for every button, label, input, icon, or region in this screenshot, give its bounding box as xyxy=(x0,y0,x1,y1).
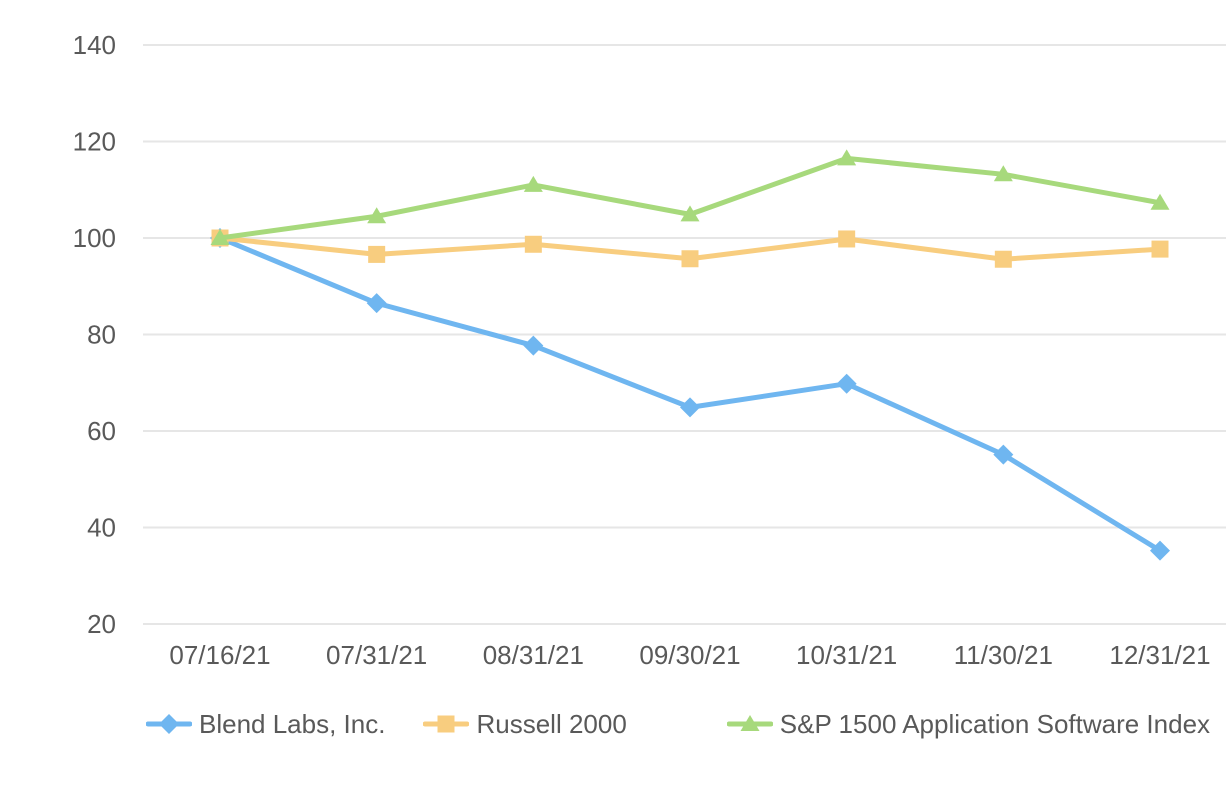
legend-label: Blend Labs, Inc. xyxy=(199,709,386,739)
y-tick-label: 80 xyxy=(87,320,116,350)
y-tick-label: 20 xyxy=(87,609,116,639)
diamond-marker xyxy=(1150,540,1170,561)
triangle-marker xyxy=(837,149,857,166)
legend-item-russell-2000: Russell 2000 xyxy=(423,704,627,744)
y-tick-label: 140 xyxy=(73,30,116,60)
chart-legend: Blend Labs, Inc. Russell 2000 S&P 1500 A… xyxy=(146,704,1210,744)
x-tick-label: 10/31/21 xyxy=(796,640,897,670)
chart-canvas: 140 120 100 80 60 40 20 07/16/21 07/31/21 08/31/2… xyxy=(73,30,1226,670)
x-tick-label: 12/31/21 xyxy=(1109,640,1210,670)
legend-label: S&P 1500 Application Software Index xyxy=(779,709,1211,739)
square-marker xyxy=(681,250,699,268)
y-tick-label: 40 xyxy=(87,513,116,543)
triangle-marker xyxy=(993,165,1013,182)
triangle-marker xyxy=(367,207,387,224)
x-tick-label: 09/30/21 xyxy=(639,640,740,670)
square-marker xyxy=(994,250,1012,268)
triangle-marker xyxy=(1150,193,1170,210)
legend-item-blend-labs: Blend Labs, Inc. xyxy=(146,704,385,744)
diamond-marker xyxy=(523,335,544,356)
y-tick-label: 120 xyxy=(73,127,116,157)
x-tick-label: 07/16/21 xyxy=(169,640,270,670)
series-line-triangle xyxy=(217,155,1163,241)
x-tick-label: 08/31/21 xyxy=(483,640,584,670)
diamond-marker xyxy=(836,373,857,394)
triangle-marker xyxy=(680,205,700,222)
y-tick-label: 100 xyxy=(73,223,116,253)
square-marker xyxy=(1151,240,1169,258)
x-tick-label: 07/31/21 xyxy=(326,640,427,670)
square-marker xyxy=(838,230,856,248)
square-marker xyxy=(368,245,386,263)
square-marker xyxy=(524,235,542,253)
y-tick-label: 60 xyxy=(87,416,116,446)
legend-label: Russell 2000 xyxy=(476,709,627,739)
diamond-marker xyxy=(993,444,1014,465)
square-marker-icon xyxy=(423,715,470,733)
diamond-marker xyxy=(366,293,387,314)
diamond-marker-icon xyxy=(146,714,192,734)
triangle-marker xyxy=(523,175,543,192)
triangle-marker xyxy=(210,229,230,245)
series-line-diamond xyxy=(217,235,1163,554)
triangle-marker-icon xyxy=(726,715,773,731)
legend-item-sp1500-app-software: S&P 1500 Application Software Index xyxy=(726,704,1211,744)
stock-performance-chart: 140 120 100 80 60 40 20 07/16/21 07/31/21 08/31/2… xyxy=(40,16,1226,776)
diamond-marker xyxy=(680,397,700,418)
x-tick-label: 11/30/21 xyxy=(954,640,1053,670)
